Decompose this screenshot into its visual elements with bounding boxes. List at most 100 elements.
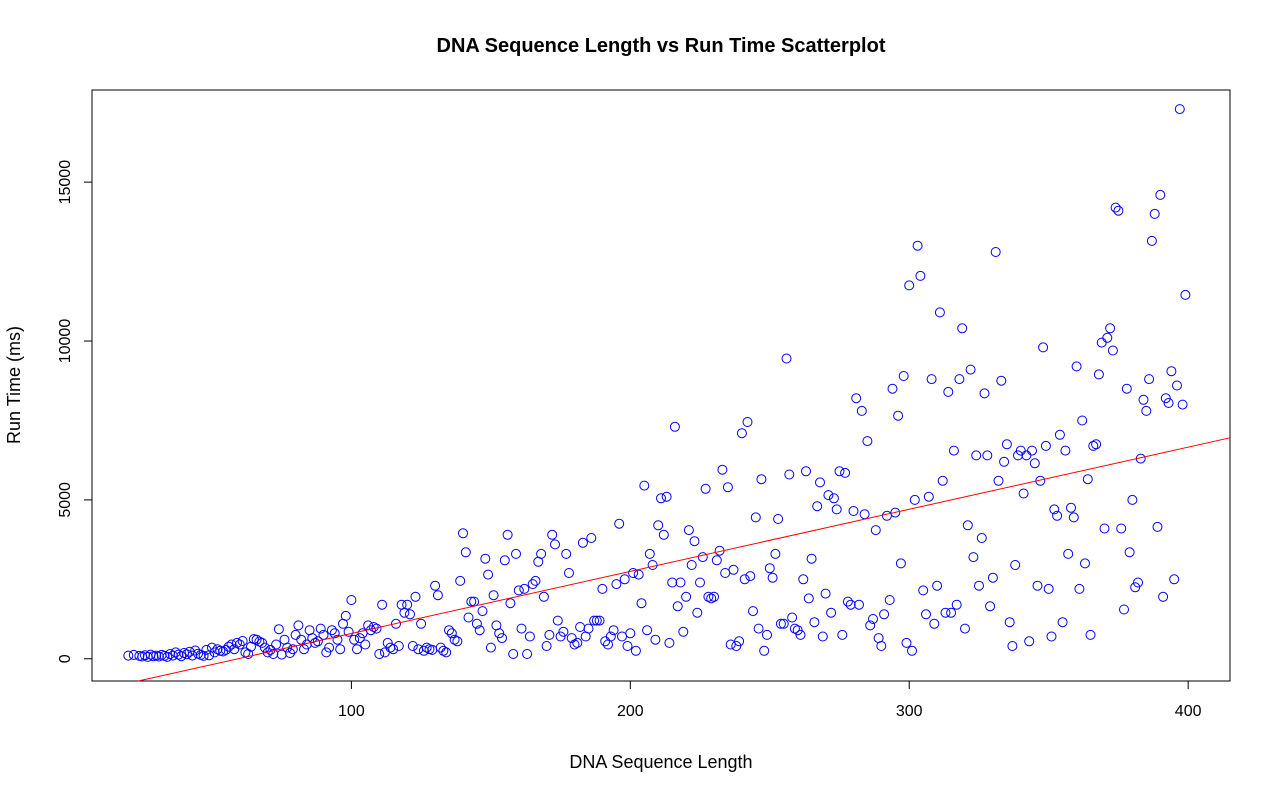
data-point xyxy=(259,642,270,653)
data-point xyxy=(879,609,890,620)
data-point xyxy=(1130,582,1141,593)
data-point xyxy=(806,553,817,564)
data-point xyxy=(753,623,764,634)
data-point xyxy=(474,625,485,636)
data-point xyxy=(1102,332,1113,343)
data-point xyxy=(452,636,463,647)
data-point xyxy=(661,491,672,502)
data-point xyxy=(971,450,982,461)
data-point xyxy=(697,552,708,563)
x-tick-label: 200 xyxy=(617,703,644,720)
data-point xyxy=(904,280,915,291)
data-point xyxy=(642,625,653,636)
data-point xyxy=(237,636,248,646)
data-point xyxy=(784,469,795,480)
data-point xyxy=(943,386,954,397)
data-point xyxy=(703,591,714,602)
data-point xyxy=(561,548,572,559)
data-point xyxy=(884,595,895,605)
data-point xyxy=(198,650,209,661)
data-point xyxy=(653,520,664,531)
data-point xyxy=(893,410,904,421)
data-point xyxy=(934,307,945,318)
data-point xyxy=(421,642,432,653)
data-point xyxy=(1077,415,1088,426)
data-point xyxy=(622,641,633,651)
data-point xyxy=(483,569,494,580)
data-point xyxy=(1105,323,1116,334)
data-point xyxy=(1091,439,1102,450)
data-point xyxy=(870,525,881,536)
data-point xyxy=(1124,547,1135,558)
data-point xyxy=(812,501,823,512)
data-point xyxy=(639,480,650,491)
data-point xyxy=(739,574,750,585)
data-point xyxy=(709,591,719,602)
data-point xyxy=(1027,445,1037,456)
data-point xyxy=(633,569,644,580)
data-point xyxy=(577,537,588,548)
x-axis-label: DNA Sequence Length xyxy=(569,752,752,772)
data-point xyxy=(1121,383,1132,394)
data-point xyxy=(756,474,767,485)
data-point xyxy=(803,593,814,604)
data-point xyxy=(979,388,990,399)
data-point xyxy=(856,405,867,416)
data-point xyxy=(262,647,273,658)
data-point xyxy=(471,618,482,629)
data-point xyxy=(430,580,441,591)
y-tick-label: 5000 xyxy=(57,482,74,518)
data-point xyxy=(781,353,792,364)
data-point xyxy=(656,493,666,504)
data-point xyxy=(536,548,547,559)
data-point xyxy=(1155,189,1166,200)
data-point xyxy=(527,579,538,590)
data-point xyxy=(326,625,337,636)
data-point xyxy=(374,649,385,659)
data-point xyxy=(898,371,909,381)
data-point xyxy=(773,514,784,524)
data-point xyxy=(734,636,745,647)
data-point xyxy=(762,629,772,640)
data-point xyxy=(918,585,929,596)
data-point xyxy=(377,599,388,610)
data-point xyxy=(1068,512,1079,523)
data-point xyxy=(575,622,586,632)
data-point xyxy=(516,623,527,634)
data-point xyxy=(982,450,993,461)
data-point xyxy=(572,637,583,648)
data-point xyxy=(745,571,756,582)
data-point xyxy=(887,383,898,394)
data-point xyxy=(382,637,393,648)
data-point xyxy=(957,323,968,334)
data-point xyxy=(720,568,731,578)
data-point xyxy=(167,650,178,661)
data-point xyxy=(669,421,680,432)
data-point xyxy=(1029,458,1040,469)
data-point xyxy=(1110,202,1121,213)
data-point xyxy=(614,518,625,529)
data-point xyxy=(678,626,689,637)
x-tick-label: 100 xyxy=(338,703,365,720)
data-point xyxy=(346,595,357,605)
data-point xyxy=(352,644,362,655)
data-point xyxy=(1180,289,1191,300)
data-point xyxy=(1096,337,1107,348)
data-point xyxy=(497,633,507,644)
data-point xyxy=(187,650,198,661)
data-point xyxy=(463,612,474,623)
data-point xyxy=(1174,104,1185,115)
data-point xyxy=(508,649,519,659)
data-point xyxy=(181,649,192,660)
data-point xyxy=(987,572,998,583)
data-point xyxy=(608,625,619,636)
data-point xyxy=(354,633,365,644)
x-axis: 100 200 300 400 xyxy=(338,681,1202,720)
data-point xyxy=(1085,629,1096,640)
data-point xyxy=(725,639,736,650)
data-point xyxy=(686,560,697,570)
data-point xyxy=(921,609,931,620)
data-point xyxy=(1046,631,1057,642)
data-point xyxy=(1060,445,1071,456)
data-point xyxy=(787,612,798,623)
